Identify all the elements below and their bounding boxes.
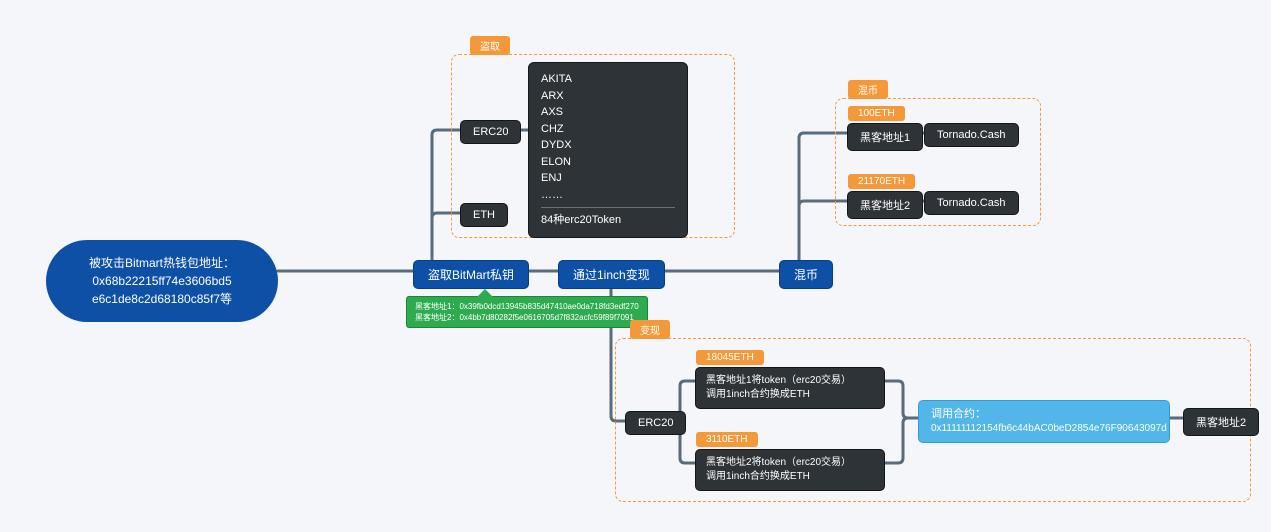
root-line2: 0x68b22215ff74e3606bd5 bbox=[66, 272, 258, 290]
steal-key-label: 盗取BitMart私钥 bbox=[428, 268, 514, 282]
eth-node: ETH bbox=[460, 203, 508, 227]
cash-erc20-node: ERC20 bbox=[625, 411, 686, 435]
mix-amount-1: 100ETH bbox=[848, 106, 905, 121]
note-line2: 黑客地址2：0x4bb7d80282f5e0616705d7f832acfc59… bbox=[415, 312, 639, 323]
swap-1: 黑客地址1将token（erc20交易） 调用1inch合约换成ETH bbox=[695, 367, 885, 409]
hacker-addr-1: 黑客地址1 bbox=[847, 123, 923, 151]
root-line1: 被攻击Bitmart热钱包地址： bbox=[66, 254, 258, 272]
erc20-node: ERC20 bbox=[460, 120, 521, 144]
cash-amount-1: 18045ETH bbox=[696, 350, 764, 365]
oneinch-node: 通过1inch变现 bbox=[558, 260, 665, 289]
root-line3: e6c1de8c2d68180c85f7等 bbox=[66, 290, 258, 308]
group-cash-tag: 变现 bbox=[630, 320, 670, 339]
token-list: AKITA ARX AXS CHZ DYDX ELON ENJ …… 84种er… bbox=[528, 62, 688, 238]
tornado-1: Tornado.Cash bbox=[924, 123, 1019, 147]
group-mix-tag: 混币 bbox=[848, 80, 888, 99]
hacker-addr-2: 黑客地址2 bbox=[847, 191, 923, 219]
note-line1: 黑客地址1：0x39fb0dcd13945b835d47410ae0da718f… bbox=[415, 301, 639, 312]
root-node: 被攻击Bitmart热钱包地址： 0x68b22215ff74e3606bd5 … bbox=[46, 240, 278, 322]
group-steal-tag: 盗取 bbox=[470, 36, 510, 55]
final-addr-node: 黑客地址2 bbox=[1183, 408, 1259, 436]
swap-2: 黑客地址2将token（erc20交易） 调用1inch合约换成ETH bbox=[695, 449, 885, 491]
hacker-addresses-note: 黑客地址1：0x39fb0dcd13945b835d47410ae0da718f… bbox=[406, 296, 648, 328]
steal-key-node: 盗取BitMart私钥 bbox=[413, 260, 529, 289]
contract-node: 调用合约： 0x11111112154fb6c44bAC0beD2854e76F… bbox=[918, 400, 1170, 443]
tornado-2: Tornado.Cash bbox=[924, 191, 1019, 215]
cash-amount-2: 3110ETH bbox=[696, 432, 758, 447]
mix-node: 混币 bbox=[779, 260, 833, 289]
mix-amount-2: 21170ETH bbox=[848, 174, 915, 189]
